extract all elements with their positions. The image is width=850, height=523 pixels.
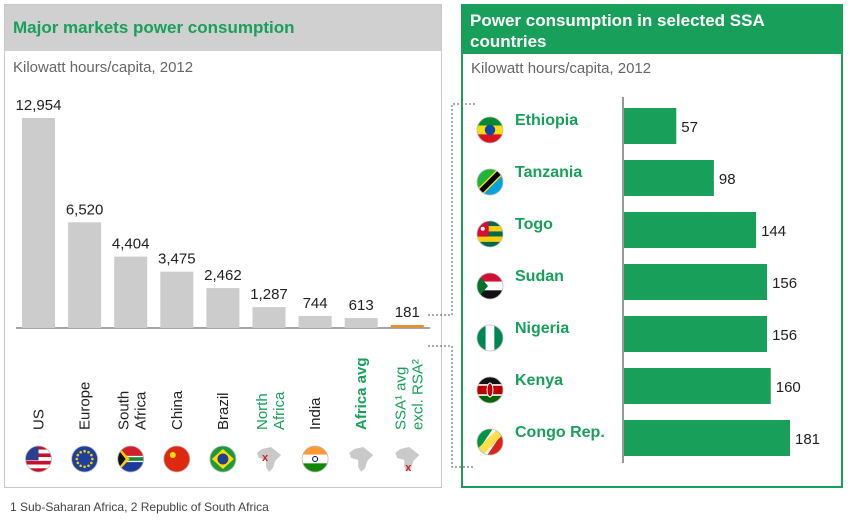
svg-text:x: x — [262, 452, 269, 464]
left-chart-title: Major markets power consumption — [13, 18, 295, 37]
bar-value-label: 98 — [719, 171, 736, 188]
category-label: Africa avg — [353, 357, 370, 430]
south-africa-flag-icon — [117, 446, 144, 472]
togo-flag-icon — [477, 221, 503, 247]
brazil-flag-icon — [209, 446, 236, 472]
tanzania-flag-icon — [477, 169, 503, 195]
bar-value-label: 2,462 — [204, 267, 242, 284]
category-label: India — [307, 397, 324, 430]
right-chart-subtitle: Kilowatt hours/capita, 2012 — [471, 60, 652, 77]
country-label: Kenya — [515, 372, 563, 389]
dotted-connector — [428, 103, 475, 468]
bar-value-label: 4,404 — [112, 236, 150, 253]
congo-flag-icon — [477, 429, 503, 455]
vertical-bar-chart: 12,954 US 6,520 Europe 4,404 SouthAfrica 3,475… — [16, 97, 430, 474]
category-label: NorthAfrica — [254, 391, 288, 430]
bar-Kenya — [624, 368, 771, 404]
bar-Ethiopia — [624, 108, 677, 144]
right-panel-header: Power consumption in selected SSA countr… — [463, 6, 841, 54]
bar-Brazil — [206, 288, 240, 328]
horizontal-bar-chart: 57 Ethiopia 98 Tanzania 144 Togo 156 Sudan 156 Ni… — [476, 97, 820, 463]
bar-Tanzania — [624, 160, 714, 196]
footnote: 1 Sub-Saharan Africa, 2 Republic of Sout… — [10, 500, 269, 514]
bar-value-label: 160 — [776, 379, 801, 396]
china-flag-icon — [163, 446, 190, 472]
ethiopia-flag-icon — [477, 117, 503, 143]
us-flag-icon — [25, 446, 52, 472]
bar-South Africa — [114, 256, 148, 328]
country-label: Tanzania — [515, 164, 582, 181]
bar-Sudan — [624, 264, 768, 300]
bar-Europe — [68, 222, 102, 328]
right-chart-title: Power consumption in selected SSA countr… — [470, 11, 765, 51]
bar-Togo — [624, 212, 757, 248]
country-label: Sudan — [515, 268, 564, 285]
africa-map-north-x-icon: x — [257, 447, 281, 472]
sudan-flag-icon — [477, 273, 503, 299]
category-label: US — [31, 409, 48, 430]
bar-value-label: 156 — [772, 327, 797, 344]
bar-value-label: 1,287 — [250, 286, 288, 303]
bar-India — [298, 315, 332, 328]
bar-Africa avg — [344, 318, 378, 328]
country-label: Togo — [515, 216, 553, 233]
category-label: Brazil — [215, 392, 232, 430]
eu-flag-icon — [71, 446, 98, 472]
category-label: SSA¹ avgexcl. RSA² — [392, 359, 426, 430]
left-chart-subtitle: Kilowatt hours/capita, 2012 — [13, 59, 194, 76]
left-panel-header: Major markets power consumption — [5, 5, 441, 51]
bar-SSA¹ avg excl. RSA² — [390, 325, 424, 328]
country-label: Ethiopia — [515, 112, 578, 129]
bar-value-label: 3,475 — [158, 251, 196, 268]
bar-value-label: 156 — [772, 275, 797, 292]
category-label: SouthAfrica — [116, 391, 150, 430]
bar-value-label: 613 — [349, 297, 374, 314]
svg-text:x: x — [405, 462, 412, 474]
nigeria-flag-icon — [477, 325, 503, 351]
bar-value-label: 57 — [681, 119, 698, 136]
category-label: Europe — [77, 382, 94, 430]
major-markets-panel: Major markets power consumption Kilowatt… — [4, 4, 442, 488]
category-label: China — [169, 390, 186, 430]
bar-value-label: 181 — [395, 304, 420, 321]
india-flag-icon — [302, 446, 329, 472]
bar-North Africa — [252, 307, 286, 328]
country-label: Nigeria — [515, 320, 569, 337]
bar-value-label: 6,520 — [66, 201, 104, 218]
bar-value-label: 12,954 — [16, 97, 62, 114]
kenya-flag-icon — [477, 377, 503, 403]
bar-China — [160, 271, 194, 328]
bar-value-label: 144 — [761, 223, 786, 240]
bar-value-label: 181 — [795, 431, 820, 448]
africa-map-icon — [349, 447, 374, 472]
country-label: Congo Rep. — [515, 424, 605, 441]
bar-Nigeria — [624, 316, 768, 352]
bar-Congo Rep. — [624, 420, 790, 456]
bar-US — [22, 118, 55, 328]
africa-map-south-x-icon: x — [395, 447, 420, 474]
ssa-countries-panel: Power consumption in selected SSA countr… — [461, 4, 843, 488]
bar-value-label: 744 — [303, 295, 328, 312]
